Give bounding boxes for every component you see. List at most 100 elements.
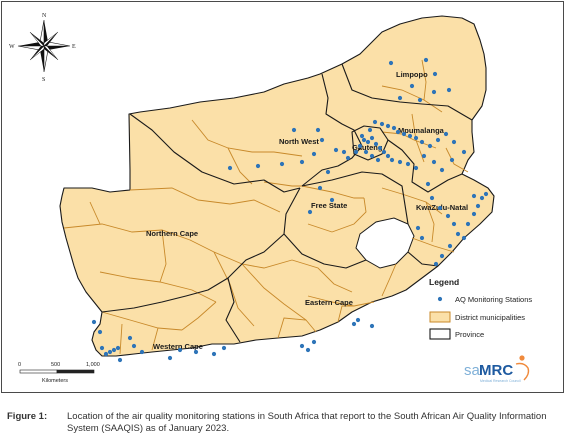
scale-tick-500: 500 (51, 362, 60, 368)
station-dot (483, 191, 489, 197)
station-dot (91, 319, 97, 325)
figure-caption: Figure 1: Location of the air quality mo… (7, 411, 559, 435)
logo-prefix: sa (464, 362, 481, 379)
station-dot (369, 153, 375, 159)
station-dot (221, 345, 227, 351)
south-africa-landmass (59, 15, 495, 357)
station-dot (319, 137, 325, 143)
legend-title: Legend (429, 277, 459, 287)
station-dot (421, 153, 427, 159)
station-dot (345, 155, 351, 161)
station-dot (291, 127, 297, 133)
station-dot (363, 149, 369, 155)
station-dot (279, 161, 285, 167)
station-dot (299, 159, 305, 165)
province-label-north-west: North West (279, 137, 319, 146)
monitoring-stations (91, 57, 489, 363)
scale-tick-0: 0 (18, 362, 21, 368)
station-dot (355, 317, 361, 323)
station-dot (465, 221, 471, 227)
station-dot (167, 355, 173, 361)
station-dot (367, 127, 373, 133)
station-dot (351, 321, 357, 327)
station-dot (445, 213, 451, 219)
station-dot (423, 57, 429, 63)
station-dot (413, 135, 419, 141)
station-dot (117, 357, 123, 363)
station-dot (431, 89, 437, 95)
station-dot (111, 347, 117, 353)
station-dot (99, 345, 105, 351)
station-dot (341, 149, 347, 155)
station-dot (389, 157, 395, 163)
station-dot (413, 165, 419, 171)
scale-unit: Kilometers (42, 378, 68, 384)
compass-s-label: S (42, 77, 45, 83)
legend-station-symbol (437, 296, 443, 302)
station-dot (455, 231, 461, 237)
station-dot (311, 151, 317, 157)
legend-province-label: Province (455, 330, 484, 339)
station-dot (391, 125, 397, 131)
station-dot (419, 235, 425, 241)
station-dot (361, 137, 367, 143)
station-dot (325, 169, 331, 175)
legend: Legend AQ Monitoring Stations District m… (429, 277, 532, 340)
compass-w-label: W (9, 44, 15, 50)
station-dot (471, 193, 477, 199)
station-dot (127, 335, 133, 341)
station-dot (437, 205, 443, 211)
station-dot (329, 197, 335, 203)
station-dot (193, 349, 199, 355)
station-dot (433, 261, 439, 267)
station-dot (417, 97, 423, 103)
station-dot (377, 145, 383, 151)
station-dot (425, 181, 431, 187)
station-dot (103, 351, 109, 357)
province-label-limpopo: Limpopo (396, 70, 428, 79)
station-dot (353, 149, 359, 155)
station-dot (479, 195, 485, 201)
province-label-kwazulu-natal: KwaZulu-Natal (416, 203, 468, 212)
station-dot (401, 131, 407, 137)
station-dot (405, 161, 411, 167)
station-dot (373, 141, 379, 147)
station-dot (315, 127, 321, 133)
station-dot (227, 165, 233, 171)
logo-tagline: Medical Research Council (480, 379, 521, 383)
station-dot (311, 339, 317, 345)
station-dot (369, 135, 375, 141)
station-dot (385, 153, 391, 159)
station-dot (255, 163, 261, 169)
station-dot (429, 195, 435, 201)
station-dot (447, 243, 453, 249)
station-dot (432, 71, 438, 77)
province-label-eastern-cape: Eastern Cape (305, 298, 353, 307)
station-dot (409, 83, 415, 89)
station-dot (475, 203, 481, 209)
station-dot (317, 185, 323, 191)
station-dot (97, 329, 103, 335)
station-dot (419, 139, 425, 145)
station-dot (305, 347, 311, 353)
station-dot (365, 139, 371, 145)
legend-station-label: AQ Monitoring Stations (455, 295, 532, 304)
map-frame: Limpopo Mpumalanga North West Gauteng Fr… (1, 1, 564, 393)
station-dot (446, 87, 452, 93)
station-dot (395, 129, 401, 135)
station-dot (443, 131, 449, 137)
station-dot (369, 323, 375, 329)
station-dot (211, 351, 217, 357)
map: Limpopo Mpumalanga North West Gauteng Fr… (9, 13, 532, 384)
province-label-western-cape: Western Cape (153, 342, 203, 351)
station-dot (372, 119, 378, 125)
station-dot (107, 349, 113, 355)
scale-tick-1000: 1,000 (86, 362, 100, 368)
station-dot (385, 123, 391, 129)
station-dot (131, 343, 137, 349)
station-dot (375, 157, 381, 163)
province-label-gauteng: Gauteng (352, 143, 383, 152)
province-label-free-state: Free State (311, 201, 347, 210)
station-dot (451, 139, 457, 145)
province-label-mpumalanga: Mpumalanga (398, 126, 445, 135)
